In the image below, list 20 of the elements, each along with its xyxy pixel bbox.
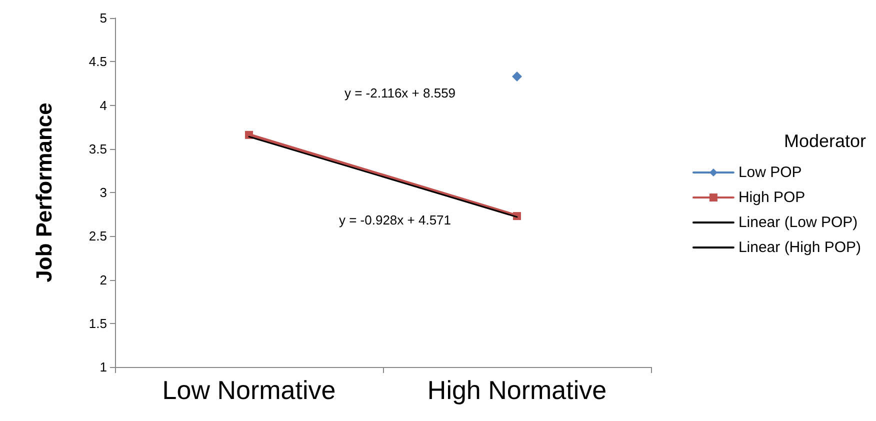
x-tick-label: Low Normative: [162, 375, 336, 405]
point: [512, 71, 522, 82]
y-tick-label: 4: [100, 98, 107, 113]
y-tick-label: 1.5: [88, 316, 107, 331]
y-axis-title: Job Performance: [32, 102, 56, 282]
annotation: y = -0.928x + 4.571: [338, 212, 452, 228]
y-tick-label: 3.5: [88, 141, 107, 156]
y-tick-label: 2: [100, 272, 107, 288]
legend-label: Linear (Low POP): [738, 214, 858, 231]
y-tick-label: 5: [100, 10, 107, 26]
legend-label: Low POP: [738, 164, 802, 181]
y-tick-label: 2.5: [88, 228, 107, 244]
y-tick-label: 3: [100, 185, 107, 200]
legend-label: Linear (High POP): [738, 239, 862, 256]
y-tick-label: 1: [100, 360, 107, 374]
legend-title: Moderator: [784, 131, 866, 151]
legend-label: High POP: [738, 189, 806, 206]
x-tick-label: High Normative: [427, 375, 607, 405]
y-tick-label: 4.5: [88, 54, 107, 70]
annotation: y = -2.116x + 8.559: [344, 86, 456, 100]
